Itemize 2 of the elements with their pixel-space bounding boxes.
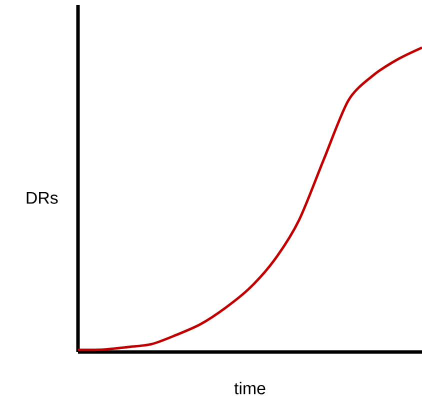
x-axis-title: time xyxy=(234,382,266,394)
y-axis-title: DRs xyxy=(26,192,58,204)
